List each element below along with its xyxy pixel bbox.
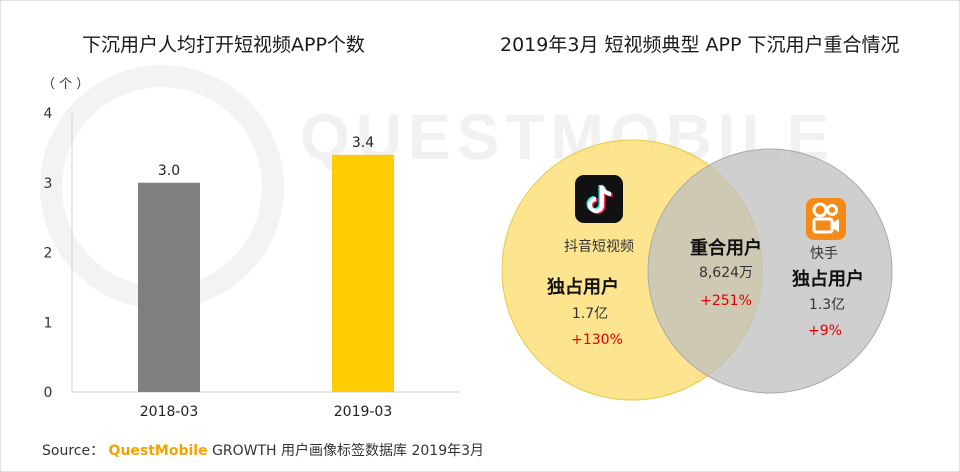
bar-2019-03 [332,154,394,392]
douyin-icon [575,175,623,223]
y-tick-label: 4 [44,106,53,122]
bar-chart: 0 1 2 3 4 3.0 2018-03 3.4 2019-03 [44,106,460,420]
overlap-growth: +251% [700,293,752,309]
y-tick-label: 1 [44,315,53,331]
venn-title: 2019年3月 短视频典型 APP 下沉用户重合情况 [500,34,900,56]
douyin-exclusive-growth: +130% [571,332,623,348]
data-label: 3.4 [352,135,374,151]
source-label: Source： [42,443,105,459]
bar-2018-03 [138,182,200,392]
kuaishou-exclusive-value: 1.3亿 [808,297,846,313]
bar-chart-title: 下沉用户人均打开短视频APP个数 [82,34,365,56]
douyin-exclusive-title: 独占用户 [547,277,619,298]
source-text: GROWTH 用户画像标签数据库 2019年3月 [212,443,485,459]
kuaishou-icon [806,198,846,240]
kuaishou-exclusive-title: 独占用户 [792,269,864,290]
overlap-value: 8,624万 [698,265,754,281]
douyin-exclusive-value: 1.7亿 [571,306,609,322]
data-label: 3.0 [158,163,180,179]
douyin-name: 抖音短视频 [564,239,634,255]
y-tick-label: 2 [44,246,53,262]
source-note: Source： QuestMobile GROWTH 用户画像标签数据库 201… [42,440,484,460]
source-brand: QuestMobile [108,443,208,459]
kuaishou-exclusive-growth: +9% [808,323,842,339]
x-tick-label: 2018-03 [140,404,199,420]
x-tick-label: 2019-03 [334,404,393,420]
y-axis-unit: （ 个 ） [42,77,90,92]
y-tick-label: 3 [44,176,53,192]
overlap-title: 重合用户 [690,238,762,259]
kuaishou-name: 快手 [810,246,838,262]
y-tick-label: 0 [44,385,53,401]
